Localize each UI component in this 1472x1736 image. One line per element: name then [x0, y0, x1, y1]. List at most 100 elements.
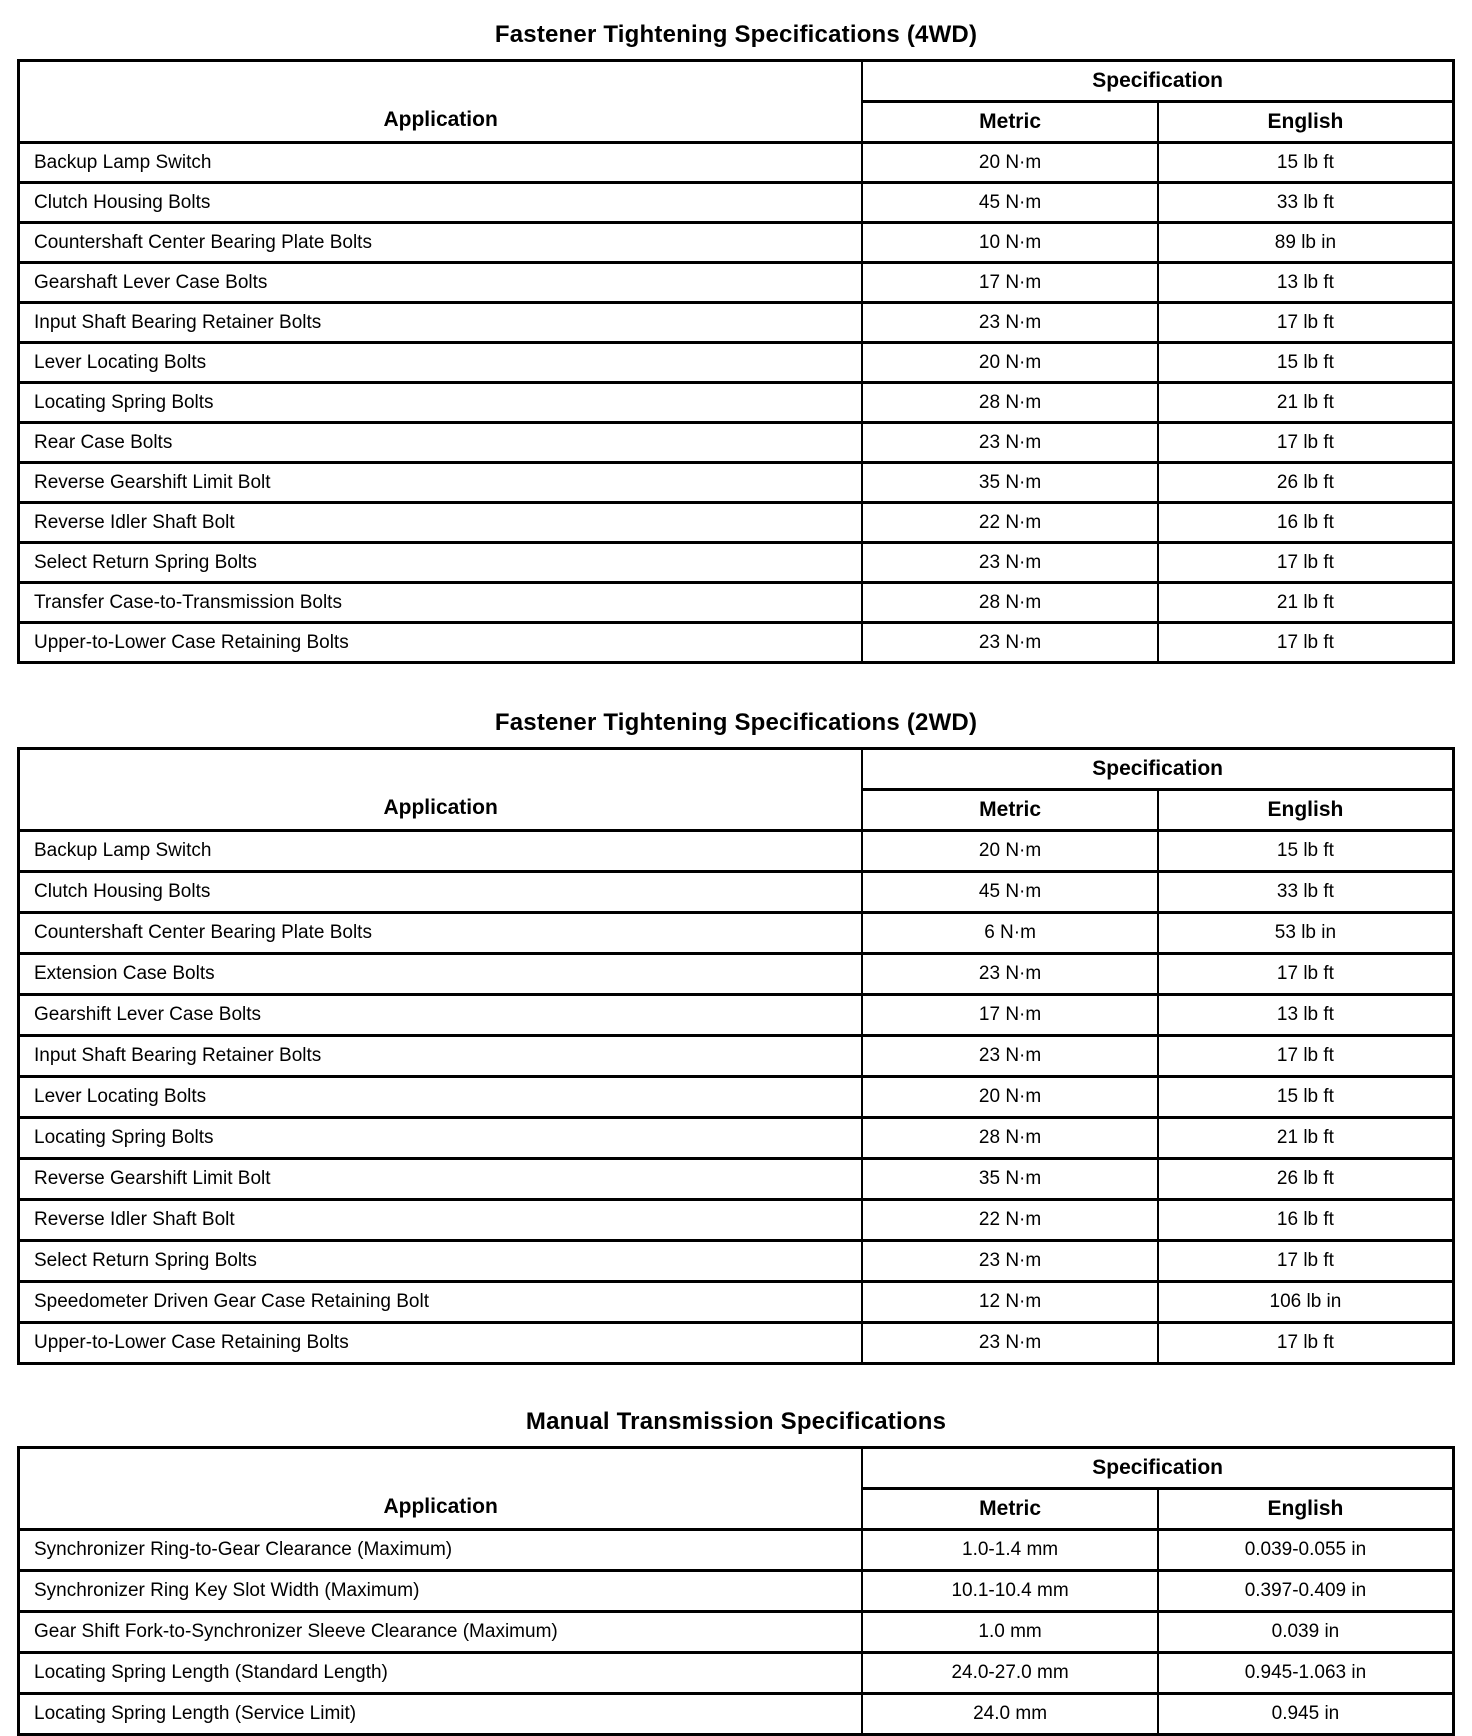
english-cell: 0.039-0.055 in	[1156, 1528, 1455, 1572]
metric-cell: 28 N·m	[861, 381, 1159, 424]
english-cell: 15 lb ft	[1156, 1075, 1455, 1119]
table-row: Countershaft Center Bearing Plate Bolts 1…	[17, 221, 1455, 264]
fastener-specs-2wd-table: Application Specification Metric English…	[17, 747, 1455, 1365]
english-cell: 26 lb ft	[1156, 1157, 1455, 1201]
metric-cell: 17 N·m	[861, 993, 1159, 1037]
english-cell: 17 lb ft	[1156, 1321, 1455, 1365]
application-cell: Upper-to-Lower Case Retaining Bolts	[17, 1321, 864, 1365]
metric-cell: 6 N·m	[861, 911, 1159, 955]
application-cell: Countershaft Center Bearing Plate Bolts	[17, 221, 864, 264]
application-cell: Countershaft Center Bearing Plate Bolts	[17, 911, 864, 955]
english-cell: 33 lb ft	[1156, 870, 1455, 914]
table-header: Application Specification Metric English	[17, 747, 1455, 832]
english-cell: 106 lb in	[1156, 1280, 1455, 1324]
metric-cell: 45 N·m	[861, 181, 1159, 224]
table-row: Locating Spring Length (Standard Length)…	[17, 1651, 1455, 1695]
application-cell: Lever Locating Bolts	[17, 1075, 864, 1119]
application-cell: Rear Case Bolts	[17, 421, 864, 464]
table-row: Transfer Case-to-Transmission Bolts 28 N·…	[17, 581, 1455, 624]
english-cell: 53 lb in	[1156, 911, 1455, 955]
table-row: Backup Lamp Switch 20 N·m 15 lb ft	[17, 829, 1455, 873]
application-cell: Locating Spring Length (Service Limit)	[17, 1692, 864, 1736]
application-column-header: Application	[17, 59, 864, 144]
metric-cell: 35 N·m	[861, 461, 1159, 504]
table-title: Fastener Tightening Specifications (4WD)	[494, 21, 978, 48]
table-row: Clutch Housing Bolts 45 N·m 33 lb ft	[17, 870, 1455, 914]
specification-group-header: Specification	[861, 747, 1455, 791]
document-page: Fastener Tightening Specifications (4WD)…	[0, 20, 1472, 1736]
application-cell: Backup Lamp Switch	[17, 829, 864, 873]
english-cell: 16 lb ft	[1156, 1198, 1455, 1242]
english-cell: 17 lb ft	[1156, 621, 1455, 664]
english-column-header: English	[1156, 788, 1455, 832]
application-cell: Synchronizer Ring-to-Gear Clearance (Max…	[17, 1528, 864, 1572]
table-row: Countershaft Center Bearing Plate Bolts 6…	[17, 911, 1455, 955]
metric-cell: 20 N·m	[861, 1075, 1159, 1119]
metric-cell: 17 N·m	[861, 261, 1159, 304]
table-header: Application Specification Metric English	[17, 1446, 1455, 1531]
english-cell: 0.945 in	[1156, 1692, 1455, 1736]
english-cell: 21 lb ft	[1156, 381, 1455, 424]
metric-cell: 23 N·m	[861, 301, 1159, 344]
application-cell: Reverse Idler Shaft Bolt	[17, 1198, 864, 1242]
table-row: Lever Locating Bolts 20 N·m 15 lb ft	[17, 341, 1455, 384]
section-fastener-specs-4wd: Fastener Tightening Specifications (4WD)…	[0, 20, 1472, 664]
english-cell: 17 lb ft	[1156, 1239, 1455, 1283]
english-cell: 15 lb ft	[1156, 341, 1455, 384]
english-cell: 26 lb ft	[1156, 461, 1455, 504]
english-cell: 17 lb ft	[1156, 541, 1455, 584]
metric-cell: 23 N·m	[861, 541, 1159, 584]
table-row: Speedometer Driven Gear Case Retaining B…	[17, 1280, 1455, 1324]
table-row: Input Shaft Bearing Retainer Bolts 23 N·m…	[17, 1034, 1455, 1078]
english-cell: 17 lb ft	[1156, 421, 1455, 464]
metric-cell: 20 N·m	[861, 829, 1159, 873]
application-cell: Gearshaft Lever Case Bolts	[17, 261, 864, 304]
application-column-header: Application	[17, 1446, 864, 1531]
application-cell: Input Shaft Bearing Retainer Bolts	[17, 301, 864, 344]
table-row: Select Return Spring Bolts 23 N·m 17 lb ft	[17, 1239, 1455, 1283]
application-cell: Locating Spring Length (Standard Length)	[17, 1651, 864, 1695]
metric-cell: 28 N·m	[861, 581, 1159, 624]
metric-cell: 1.0 mm	[861, 1610, 1159, 1654]
application-cell: Input Shaft Bearing Retainer Bolts	[17, 1034, 864, 1078]
application-cell: Select Return Spring Bolts	[17, 541, 864, 584]
application-cell: Gearshift Lever Case Bolts	[17, 993, 864, 1037]
metric-cell: 10 N·m	[861, 221, 1159, 264]
table-row: Gearshaft Lever Case Bolts 17 N·m 13 lb ft	[17, 261, 1455, 304]
english-cell: 0.397-0.409 in	[1156, 1569, 1455, 1613]
table-row: Reverse Idler Shaft Bolt 22 N·m 16 lb ft	[17, 1198, 1455, 1242]
table-row: Reverse Gearshift Limit Bolt 35 N·m 26 lb …	[17, 1157, 1455, 1201]
table-row: Rear Case Bolts 23 N·m 17 lb ft	[17, 421, 1455, 464]
metric-column-header: Metric	[861, 788, 1159, 832]
section-fastener-specs-2wd: Fastener Tightening Specifications (2WD)…	[0, 708, 1472, 1365]
metric-cell: 23 N·m	[861, 1034, 1159, 1078]
english-cell: 89 lb in	[1156, 221, 1455, 264]
english-cell: 0.945-1.063 in	[1156, 1651, 1455, 1695]
manual-transmission-specs-table: Application Specification Metric English…	[17, 1446, 1455, 1736]
application-cell: Upper-to-Lower Case Retaining Bolts	[17, 621, 864, 664]
application-cell: Reverse Gearshift Limit Bolt	[17, 1157, 864, 1201]
table-row: Input Shaft Bearing Retainer Bolts 23 N·m…	[17, 301, 1455, 344]
english-cell: 13 lb ft	[1156, 993, 1455, 1037]
table-row: Reverse Gearshift Limit Bolt 35 N·m 26 lb …	[17, 461, 1455, 504]
metric-cell: 35 N·m	[861, 1157, 1159, 1201]
english-cell: 13 lb ft	[1156, 261, 1455, 304]
application-cell: Speedometer Driven Gear Case Retaining B…	[17, 1280, 864, 1324]
english-cell: 0.039 in	[1156, 1610, 1455, 1654]
application-cell: Select Return Spring Bolts	[17, 1239, 864, 1283]
table-body: Synchronizer Ring-to-Gear Clearance (Max…	[17, 1528, 1455, 1736]
metric-column-header: Metric	[861, 1487, 1159, 1531]
specification-group-header: Specification	[861, 59, 1455, 103]
application-cell: Lever Locating Bolts	[17, 341, 864, 384]
english-cell: 17 lb ft	[1156, 301, 1455, 344]
table-body: Backup Lamp Switch 20 N·m 15 lb ft Clutch H…	[17, 141, 1455, 664]
application-cell: Reverse Gearshift Limit Bolt	[17, 461, 864, 504]
application-cell: Clutch Housing Bolts	[17, 181, 864, 224]
english-cell: 21 lb ft	[1156, 1116, 1455, 1160]
table-row: Lever Locating Bolts 20 N·m 15 lb ft	[17, 1075, 1455, 1119]
english-cell: 21 lb ft	[1156, 581, 1455, 624]
application-cell: Transfer Case-to-Transmission Bolts	[17, 581, 864, 624]
table-row: Clutch Housing Bolts 45 N·m 33 lb ft	[17, 181, 1455, 224]
table-body: Backup Lamp Switch 20 N·m 15 lb ft Clutch H…	[17, 829, 1455, 1365]
application-cell: Locating Spring Bolts	[17, 381, 864, 424]
